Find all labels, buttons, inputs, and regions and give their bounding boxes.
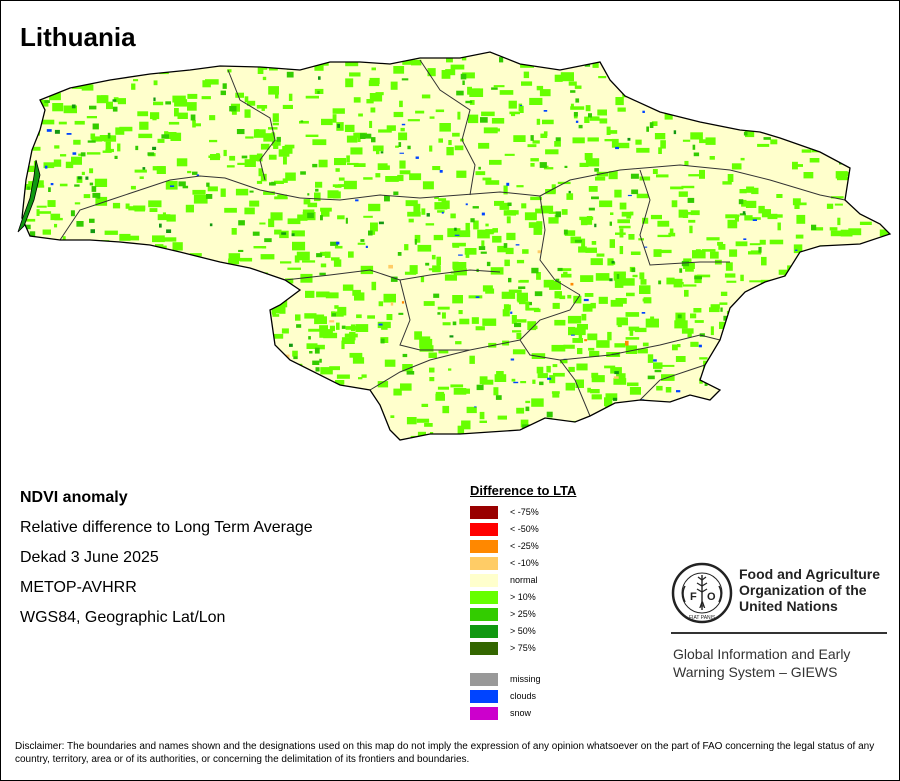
legend-item: > 25% (470, 606, 576, 623)
legend-item: clouds (470, 688, 576, 705)
divider (671, 632, 887, 634)
map-layer (22, 52, 890, 440)
disclaimer: Disclaimer: The boundaries and names sho… (15, 741, 875, 765)
admin-border (539, 164, 846, 201)
legend-item: > 10% (470, 589, 576, 606)
legend-label: > 25% (510, 609, 536, 619)
legend: Difference to LTA < -75% < -50% < -25% < -1… (470, 483, 576, 722)
svg-text:O: O (707, 591, 716, 603)
admin-border (399, 279, 521, 351)
svg-text:A: A (699, 600, 706, 610)
legend-item: > 75% (470, 640, 576, 657)
legend-label: < -75% (510, 507, 539, 517)
admin-border (369, 349, 471, 391)
fao-logo-icon: F O A FIAT PANIS (671, 562, 733, 624)
fao-name-line: Organization of the (739, 582, 867, 598)
legend-swatch (470, 625, 498, 638)
time-period: Dekad 3 June 2025 (20, 549, 159, 566)
giews-name: Global Information and Early Warning Sys… (673, 645, 850, 681)
giews-line: Global Information and Early (673, 646, 851, 662)
giews-line: Warning System – GIEWS (673, 664, 838, 680)
fao-logo-motto: FIAT PANIS (689, 615, 716, 621)
admin-border (227, 69, 276, 181)
admin-border (519, 294, 721, 361)
legend-item: < -75% (470, 504, 576, 521)
fao-name-line: Food and Agriculture (739, 566, 881, 582)
map-info: NDVI anomaly Relative difference to Long… (20, 488, 313, 638)
admin-border (299, 191, 541, 201)
legend-swatch (470, 574, 498, 587)
projection-info: WGS84, Geographic Lat/Lon (20, 609, 226, 626)
legend-items: < -75% < -50% < -25% < -10% normal > 10% > 25%… (470, 504, 576, 657)
legend-label: > 10% (510, 592, 536, 602)
legend-swatch (470, 540, 498, 553)
country-outline (21, 51, 892, 441)
legend-item: snow (470, 705, 576, 722)
legend-label: > 50% (510, 626, 536, 636)
legend-swatch (470, 608, 498, 621)
legend-swatch (470, 523, 498, 536)
admin-border (139, 175, 301, 199)
legend-label: < -10% (510, 558, 539, 568)
legend-extra-items: missing clouds snow (470, 671, 576, 722)
legend-title: Difference to LTA (470, 483, 577, 498)
legend-label: > 75% (510, 643, 536, 653)
product-name: NDVI anomaly (20, 489, 128, 506)
map-title: Lithuania (20, 22, 136, 52)
admin-border (419, 59, 476, 196)
admin-border (639, 169, 730, 266)
curonian-spit (17, 159, 41, 233)
admin-border (559, 359, 591, 417)
legend-label: clouds (510, 691, 537, 701)
legend-swatch (470, 557, 498, 570)
legend-swatch (470, 673, 498, 686)
legend-swatch (470, 591, 498, 604)
legend-item: missing (470, 671, 576, 688)
admin-border (639, 364, 706, 401)
fao-name-line: United Nations (739, 598, 838, 614)
legend-label: snow (510, 708, 532, 718)
legend-item: < -50% (470, 521, 576, 538)
sensor-name: METOP-AVHRR (20, 579, 137, 596)
legend-label: < -25% (510, 541, 539, 551)
svg-text:F: F (690, 591, 697, 603)
legend-label: missing (510, 674, 541, 684)
legend-swatch (470, 642, 498, 655)
legend-item: < -10% (470, 555, 576, 572)
legend-item: > 50% (470, 623, 576, 640)
ndvi-anomaly-map (17, 51, 892, 441)
fao-name: Food and Agriculture Organization of the… (739, 566, 880, 614)
legend-item: < -25% (470, 538, 576, 555)
legend-swatch (470, 506, 498, 519)
admin-borders (59, 59, 846, 417)
legend-label: normal (510, 575, 538, 585)
product-description: Relative difference to Long Term Average (20, 519, 313, 536)
legend-label: < -50% (510, 524, 539, 534)
legend-swatch (470, 707, 498, 720)
admin-border (59, 189, 141, 241)
admin-border (539, 195, 581, 296)
legend-swatch (470, 690, 498, 703)
legend-item: normal (470, 572, 576, 589)
